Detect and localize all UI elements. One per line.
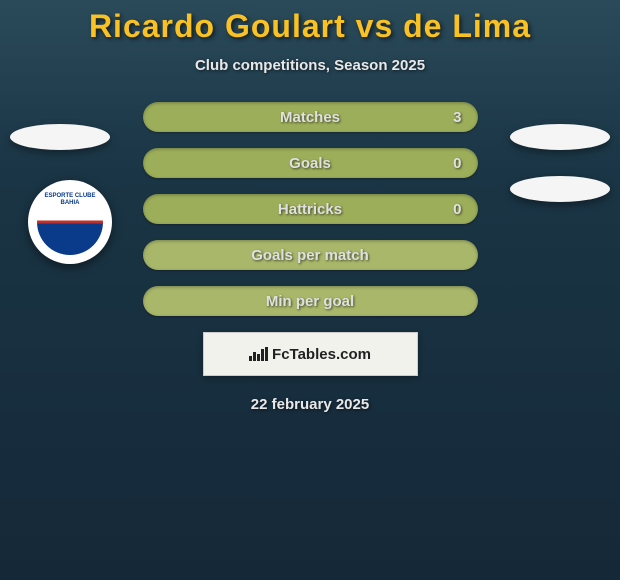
- player1-club-badge: ESPORTE CLUBE BAHIA: [28, 180, 112, 264]
- comparison-subtitle: Club competitions, Season 2025: [0, 57, 620, 74]
- chart-icon: [249, 347, 268, 361]
- stat-row: Goals per match: [143, 240, 478, 270]
- comparison-date: 22 february 2025: [0, 396, 620, 413]
- player1-placeholder: [10, 124, 110, 150]
- stat-player2-value: 3: [442, 109, 462, 126]
- stat-player2-value: 0: [442, 155, 462, 172]
- stat-player2-value: 0: [442, 201, 462, 218]
- stat-label: Goals per match: [179, 247, 442, 264]
- comparison-title: Ricardo Goulart vs de Lima: [0, 0, 620, 45]
- watermark-box: FcTables.com: [203, 332, 418, 376]
- stat-label: Matches: [179, 109, 442, 126]
- watermark-label: FcTables.com: [272, 346, 371, 363]
- club-badge-text-2: BAHIA: [61, 200, 80, 207]
- stats-panel: Matches3Goals0Hattricks0Goals per matchM…: [143, 102, 478, 316]
- stat-row: Goals0: [143, 148, 478, 178]
- stat-row: Hattricks0: [143, 194, 478, 224]
- stat-label: Goals: [179, 155, 442, 172]
- stat-row: Min per goal: [143, 286, 478, 316]
- stat-row: Matches3: [143, 102, 478, 132]
- player2-placeholder: [510, 124, 610, 150]
- stat-label: Hattricks: [179, 201, 442, 218]
- club-badge-text-1: ESPORTE CLUBE: [44, 193, 95, 200]
- stat-label: Min per goal: [179, 293, 442, 310]
- player2-club-placeholder: [510, 176, 610, 202]
